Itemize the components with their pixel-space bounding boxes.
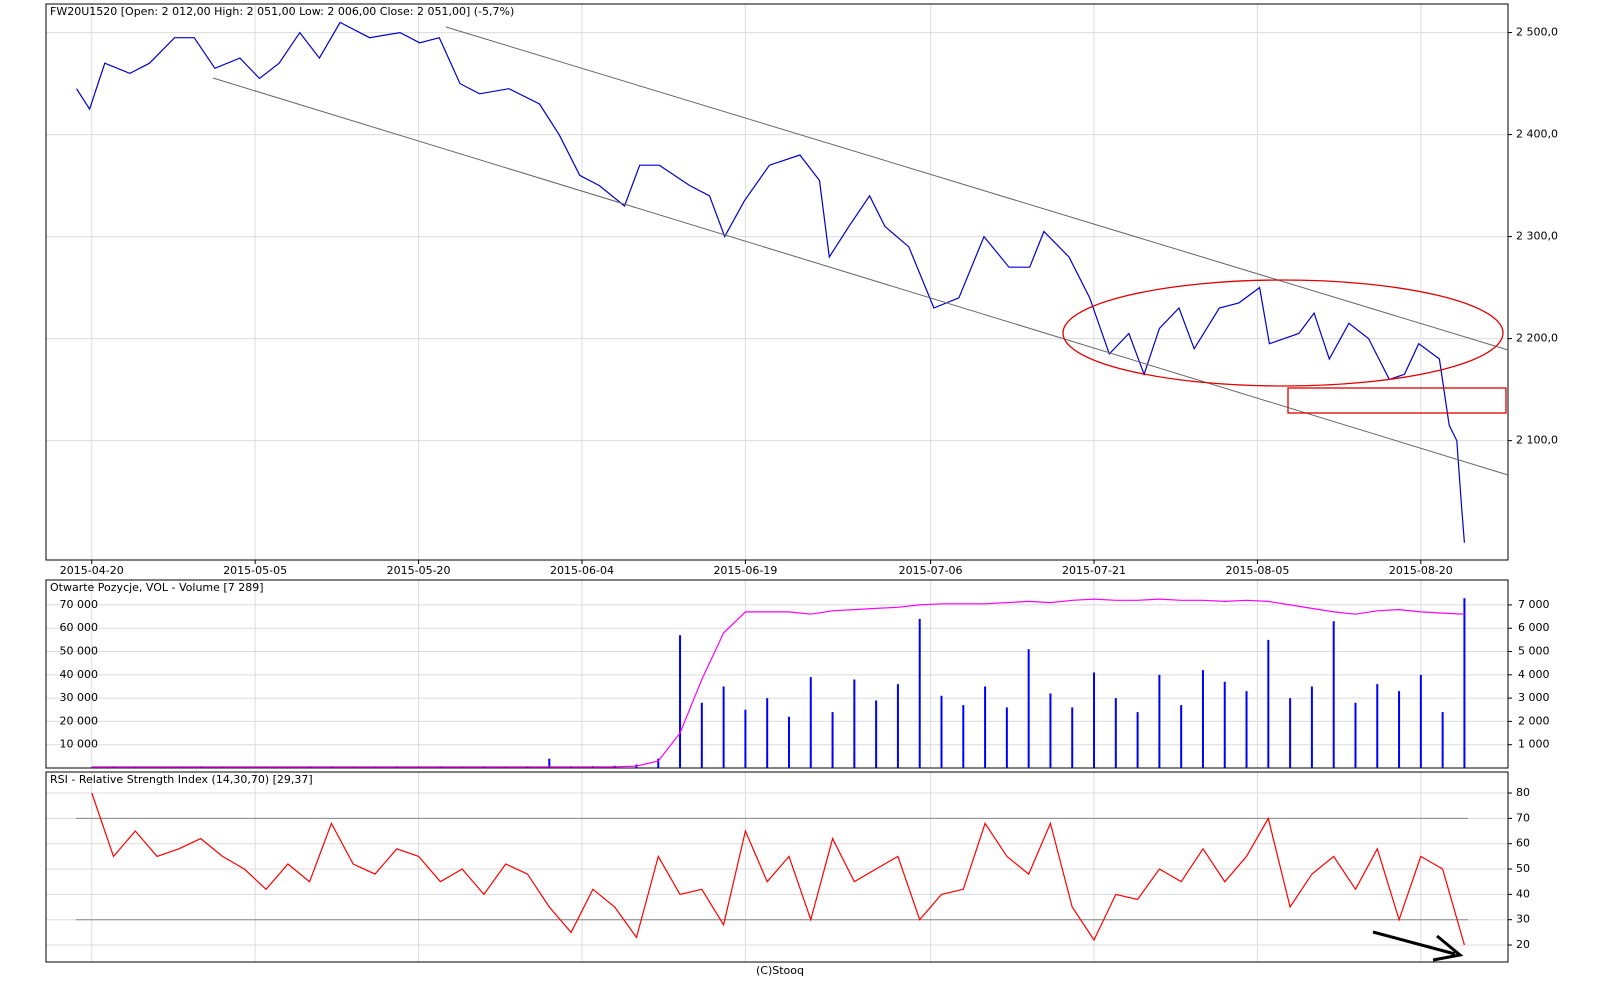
panel-title: RSI - Relative Strength Index (14,30,70)… (50, 773, 313, 786)
arrow-head (1432, 934, 1464, 962)
volume-bar (1005, 707, 1008, 768)
y-tick-label: 80 (1516, 786, 1530, 799)
y-tick-label: 30 000 (60, 691, 99, 704)
volume-bar (1332, 621, 1335, 768)
volume-bar (1463, 598, 1466, 768)
volume-bar (1398, 691, 1401, 768)
volume-bar (1419, 674, 1422, 768)
volume-bar (962, 705, 965, 768)
y-tick-label: 2 300,0 (1516, 230, 1558, 243)
volume-bar (918, 618, 921, 768)
volume-bar (787, 716, 790, 768)
channel-line (212, 77, 1509, 476)
y-tick-label: 20 (1516, 938, 1530, 951)
y-tick-label: 2 400,0 (1516, 128, 1558, 141)
volume-bar (1093, 672, 1096, 768)
volume-bar (548, 758, 551, 768)
y-tick-label: 10 000 (60, 738, 99, 751)
volume-bar (1245, 691, 1248, 768)
y-tick-label: 2 200,0 (1516, 332, 1558, 345)
volume-bar (1136, 712, 1139, 768)
y-tick-label: 40 000 (60, 668, 99, 681)
y2-tick-label: 6 000 (1518, 621, 1550, 634)
volume-bar (809, 677, 812, 768)
y-tick-label: 50 000 (60, 645, 99, 658)
y-tick-label: 70 (1516, 811, 1530, 824)
y-tick-label: 70 000 (60, 598, 99, 611)
x-tick-label: 2015-08-20 (1389, 564, 1453, 577)
volume-bar (1158, 674, 1161, 768)
x-tick-label: 2015-05-05 (223, 564, 287, 577)
volume-bar (875, 700, 878, 768)
volume-bar (1114, 698, 1117, 768)
x-tick-label: 2015-06-04 (550, 564, 614, 577)
volume-bar (1376, 684, 1379, 768)
price-line (75, 21, 1465, 543)
x-tick-label: 2015-05-20 (387, 564, 451, 577)
volume-bar (744, 709, 747, 768)
x-tick-label: 2015-08-05 (1225, 564, 1289, 577)
y2-tick-label: 7 000 (1518, 598, 1550, 611)
volume-bar (940, 695, 943, 768)
volume-bar (1354, 702, 1357, 768)
y-tick-label: 30 (1516, 913, 1530, 926)
volume-bar (1310, 686, 1313, 768)
panel-frame (45, 771, 1509, 963)
x-tick-label: 2015-07-06 (899, 564, 963, 577)
volume-bar (1049, 693, 1052, 768)
volume-bar (1267, 639, 1270, 768)
volume-bar (1071, 707, 1074, 768)
volume-bar (308, 766, 311, 768)
y2-tick-label: 4 000 (1518, 668, 1550, 681)
volume-bar (853, 679, 856, 768)
volume-bar (722, 686, 725, 768)
y-tick-label: 2 100,0 (1516, 434, 1558, 447)
channel-line (445, 26, 1509, 351)
x-tick-label: 2015-07-21 (1062, 564, 1126, 577)
volume-bar (679, 635, 682, 768)
highlight-box (1287, 387, 1507, 414)
y-tick-label: 50 (1516, 862, 1530, 875)
y2-tick-label: 2 000 (1518, 714, 1550, 727)
highlight-ellipse (1062, 279, 1504, 387)
panel-frame (45, 579, 1509, 769)
arrow-shaft (1372, 930, 1456, 956)
volume-bar (1289, 698, 1292, 768)
y2-tick-label: 5 000 (1518, 645, 1550, 658)
footer: (C)Stooq (756, 964, 804, 977)
volume-bar (766, 698, 769, 768)
volume-bar (657, 758, 660, 768)
volume-bar (984, 686, 987, 768)
panel-title: Otwarte Pozycje, VOL - Volume [7 289] (50, 581, 264, 594)
x-tick-label: 2015-06-19 (713, 564, 777, 577)
panel-frame (45, 3, 1509, 561)
open-interest-line (91, 598, 1465, 768)
volume-bar (1027, 649, 1030, 768)
volume-bar (831, 712, 834, 768)
rsi-line (91, 792, 1465, 946)
y2-tick-label: 1 000 (1518, 738, 1550, 751)
y2-tick-label: 3 000 (1518, 691, 1550, 704)
volume-bar (1223, 681, 1226, 768)
y-tick-label: 40 (1516, 887, 1530, 900)
volume-bar (1180, 705, 1183, 768)
y-tick-label: 60 000 (60, 621, 99, 634)
panel-title: FW20U1520 [Open: 2 012,00 High: 2 051,00… (50, 5, 514, 18)
volume-bar (1201, 670, 1204, 768)
volume-bar (896, 684, 899, 768)
annotations (212, 26, 1509, 962)
volume-bar (1441, 712, 1444, 768)
y-tick-label: 2 500,0 (1516, 26, 1558, 39)
y-tick-label: 60 (1516, 837, 1530, 850)
y-tick-label: 20 000 (60, 714, 99, 727)
x-tick-label: 2015-04-20 (60, 564, 124, 577)
volume-bar (700, 702, 703, 768)
